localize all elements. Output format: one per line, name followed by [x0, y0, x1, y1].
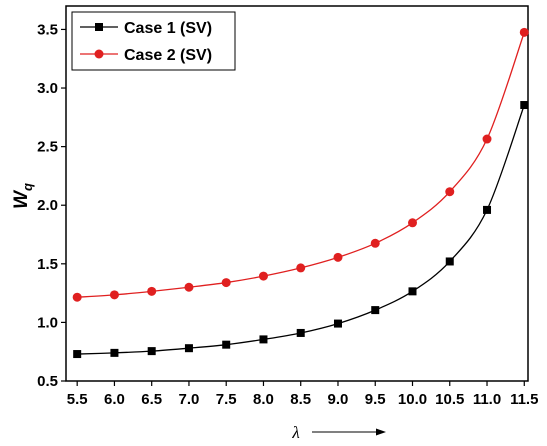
series-1-point — [445, 257, 454, 266]
legend-marker-case-1 — [95, 23, 103, 31]
series-1-point — [520, 101, 529, 110]
y-tick-label: 1.5 — [37, 256, 58, 273]
y-tick-label: 1.0 — [37, 314, 58, 331]
series-2-point — [221, 278, 231, 288]
y-tick-label: 0.5 — [37, 373, 58, 390]
y-tick-label: 2.5 — [37, 139, 58, 156]
x-tick-label: 11.5 — [510, 391, 538, 408]
x-axis-title: λ — [291, 423, 299, 442]
series-1-point — [147, 347, 156, 356]
legend-label-case-1: Case 1 (SV) — [124, 20, 212, 37]
x-axis: 5.5 6.0 6.5 7.0 7.5 8.0 8.5 9.0 9.5 10.0 10.5 11.0 1… — [67, 381, 538, 408]
series-2-point — [258, 271, 268, 281]
x-tick-label: 7.5 — [216, 391, 237, 408]
series-2-point — [370, 238, 380, 248]
x-tick-label: 7.0 — [179, 391, 200, 408]
series-1-point — [483, 205, 492, 214]
y-axis-title: Wq — [11, 183, 35, 209]
series-2-point — [519, 27, 529, 37]
series-2-point — [296, 263, 306, 273]
series-2-point — [109, 290, 119, 300]
plot-frame — [65, 5, 529, 382]
legend: Case 1 (SV) Case 2 (SV) — [71, 11, 236, 71]
series-1-point — [73, 350, 82, 359]
series-layer — [72, 27, 529, 359]
series-2 — [72, 27, 529, 302]
legend-label-case-2: Case 2 (SV) — [124, 47, 212, 64]
y-axis-title-subscript: q — [20, 183, 35, 191]
svg-text:Wq: Wq — [11, 183, 35, 209]
series-2-point — [184, 282, 194, 292]
series-1-point — [259, 335, 268, 344]
x-axis-arrow — [312, 428, 386, 436]
x-tick-label: 8.0 — [253, 391, 274, 408]
x-tick-label: 8.5 — [290, 391, 311, 408]
series-1-point — [222, 340, 231, 349]
series-1-point — [371, 306, 380, 315]
series-2-point — [333, 252, 343, 262]
series-2-point — [445, 187, 455, 197]
x-tick-label: 9.5 — [365, 391, 386, 408]
y-axis-title-main: W — [11, 189, 32, 209]
series-1-point — [296, 328, 305, 337]
x-tick-label: 5.5 — [67, 391, 88, 408]
y-tick-label: 3.5 — [37, 21, 58, 38]
x-tick-label: 6.5 — [141, 391, 162, 408]
x-tick-label: 11.0 — [473, 391, 501, 408]
series-1-point — [333, 319, 342, 328]
x-tick-label: 6.0 — [104, 391, 125, 408]
legend-box — [71, 11, 236, 71]
y-tick-label: 2.0 — [37, 197, 58, 214]
legend-marker-case-2 — [94, 49, 104, 59]
y-axis: 0.5 1.0 1.5 2.0 2.5 3.0 3.5 — [37, 21, 66, 390]
x-tick-label: 10.5 — [435, 391, 464, 408]
series-1 — [73, 101, 529, 359]
series-2-line — [77, 32, 525, 298]
x-tick-label: 9.0 — [328, 391, 349, 408]
x-tick-label: 10.0 — [398, 391, 427, 408]
series-1-line — [77, 104, 525, 355]
series-1-point — [184, 344, 193, 353]
series-2-point — [147, 286, 157, 296]
series-1-point — [408, 287, 417, 296]
series-1-point — [110, 348, 119, 357]
series-2-point — [72, 292, 82, 302]
series-2-point — [408, 218, 417, 228]
series-2-point — [482, 134, 492, 144]
y-tick-label: 3.0 — [37, 80, 58, 97]
